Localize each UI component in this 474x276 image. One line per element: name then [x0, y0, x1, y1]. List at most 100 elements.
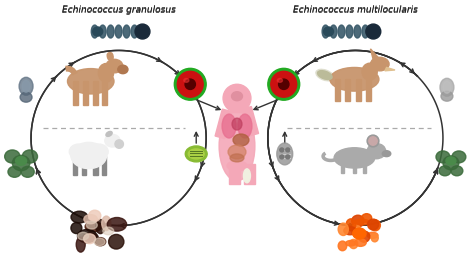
Ellipse shape — [8, 166, 21, 177]
Ellipse shape — [359, 231, 370, 242]
Ellipse shape — [107, 217, 127, 231]
Circle shape — [286, 148, 290, 152]
Text: Echinococcus multilocularis: Echinococcus multilocularis — [293, 5, 418, 14]
Ellipse shape — [106, 59, 123, 73]
Bar — [93, 156, 98, 174]
Ellipse shape — [443, 81, 451, 93]
Bar — [83, 81, 88, 105]
Ellipse shape — [238, 114, 252, 138]
Ellipse shape — [105, 134, 120, 147]
Ellipse shape — [318, 71, 332, 79]
Ellipse shape — [90, 144, 108, 159]
Circle shape — [268, 68, 300, 100]
Ellipse shape — [19, 77, 33, 95]
Ellipse shape — [71, 222, 82, 233]
Ellipse shape — [436, 151, 450, 163]
Circle shape — [185, 79, 195, 89]
Circle shape — [366, 24, 381, 39]
Bar — [102, 81, 107, 105]
Ellipse shape — [371, 57, 389, 71]
Ellipse shape — [78, 229, 97, 243]
Ellipse shape — [352, 224, 361, 237]
Ellipse shape — [95, 238, 106, 246]
Bar — [353, 158, 356, 173]
Ellipse shape — [5, 150, 20, 163]
Ellipse shape — [131, 25, 138, 38]
Circle shape — [367, 135, 379, 147]
Ellipse shape — [91, 25, 98, 38]
Ellipse shape — [439, 166, 451, 176]
Bar — [93, 81, 98, 105]
Ellipse shape — [330, 25, 337, 38]
Bar — [73, 156, 77, 174]
Bar — [356, 79, 361, 101]
Ellipse shape — [76, 142, 101, 156]
Ellipse shape — [12, 155, 30, 171]
Ellipse shape — [316, 69, 334, 81]
Text: Echinococcus multilocularis: Echinococcus multilocularis — [293, 6, 418, 15]
Ellipse shape — [76, 237, 85, 252]
Ellipse shape — [370, 220, 380, 231]
Ellipse shape — [71, 143, 107, 169]
Polygon shape — [371, 49, 378, 59]
Bar — [229, 164, 240, 184]
Ellipse shape — [115, 25, 122, 38]
Ellipse shape — [227, 161, 247, 171]
Ellipse shape — [354, 25, 361, 38]
Ellipse shape — [330, 67, 379, 91]
Ellipse shape — [83, 233, 98, 241]
Ellipse shape — [346, 25, 353, 38]
Ellipse shape — [441, 91, 453, 101]
Circle shape — [286, 155, 290, 159]
Ellipse shape — [362, 25, 369, 38]
Ellipse shape — [188, 149, 204, 159]
Ellipse shape — [338, 241, 347, 251]
Ellipse shape — [78, 232, 89, 240]
Ellipse shape — [233, 134, 249, 146]
Ellipse shape — [355, 219, 369, 225]
Ellipse shape — [452, 151, 466, 163]
Circle shape — [280, 155, 284, 159]
Ellipse shape — [346, 219, 356, 231]
Ellipse shape — [324, 27, 334, 36]
Ellipse shape — [322, 25, 329, 38]
Circle shape — [177, 71, 203, 97]
Ellipse shape — [96, 219, 105, 234]
Ellipse shape — [98, 63, 114, 82]
Ellipse shape — [84, 215, 97, 224]
Ellipse shape — [222, 114, 236, 138]
Ellipse shape — [355, 239, 366, 246]
Circle shape — [271, 71, 297, 97]
Ellipse shape — [109, 234, 124, 249]
Bar — [242, 107, 258, 136]
Ellipse shape — [443, 156, 459, 170]
Ellipse shape — [446, 157, 456, 165]
Bar — [244, 164, 255, 184]
Bar — [82, 156, 86, 174]
Bar — [232, 100, 242, 112]
Ellipse shape — [107, 25, 114, 38]
Ellipse shape — [86, 221, 97, 229]
Ellipse shape — [346, 240, 356, 246]
Bar — [363, 158, 366, 173]
Ellipse shape — [367, 144, 386, 159]
Ellipse shape — [21, 166, 34, 177]
Ellipse shape — [83, 234, 96, 244]
Ellipse shape — [244, 169, 250, 183]
Ellipse shape — [367, 232, 378, 238]
Bar — [73, 81, 78, 105]
Ellipse shape — [89, 210, 101, 221]
Ellipse shape — [370, 25, 377, 38]
Ellipse shape — [277, 78, 283, 82]
Circle shape — [280, 148, 284, 152]
Ellipse shape — [334, 148, 375, 168]
Bar — [341, 158, 344, 173]
Ellipse shape — [338, 223, 348, 235]
Bar — [335, 79, 340, 101]
Circle shape — [369, 137, 377, 145]
Circle shape — [223, 84, 251, 112]
Ellipse shape — [230, 154, 244, 162]
Polygon shape — [385, 67, 395, 71]
Bar — [366, 79, 371, 101]
Ellipse shape — [344, 227, 356, 235]
